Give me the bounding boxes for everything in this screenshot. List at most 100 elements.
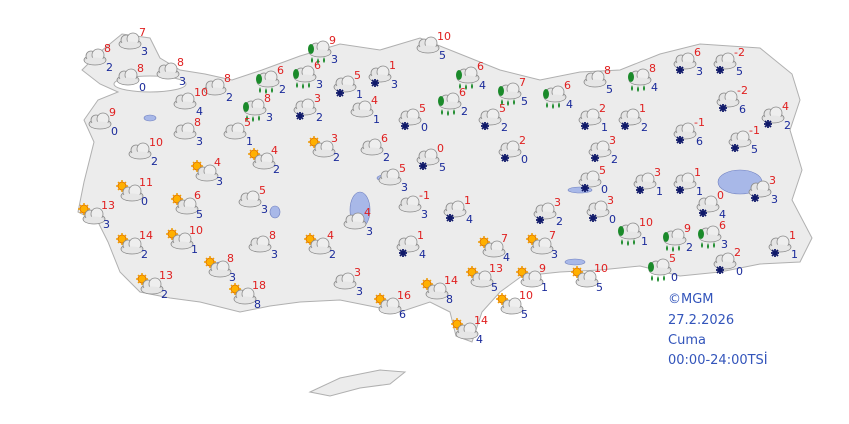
min-temp: 3 <box>421 208 428 221</box>
station: 83 <box>173 116 203 148</box>
max-temp: 5 <box>599 164 606 177</box>
station: 04 <box>697 189 726 221</box>
max-temp: 13 <box>489 262 503 275</box>
min-temp: 2 <box>383 151 390 164</box>
station: 20 <box>499 134 528 166</box>
min-temp: 5 <box>521 95 528 108</box>
station: 104 <box>173 86 208 118</box>
min-temp: 4 <box>719 208 726 221</box>
max-temp: 5 <box>259 184 266 197</box>
max-temp: 0 <box>437 142 444 155</box>
station: 33 <box>333 266 363 298</box>
station: 13 <box>369 59 398 91</box>
max-temp: 6 <box>194 189 201 202</box>
station: -26 <box>717 84 748 116</box>
station: 51 <box>334 69 363 101</box>
max-temp: 6 <box>719 219 726 232</box>
min-temp: 8 <box>254 298 261 311</box>
station: 102 <box>128 136 163 168</box>
min-temp: 5 <box>439 49 446 62</box>
min-temp: 6 <box>739 103 746 116</box>
station: 14 <box>397 229 426 261</box>
min-temp: 5 <box>596 281 603 294</box>
max-temp: 13 <box>101 199 115 212</box>
station: 42 <box>248 144 280 176</box>
min-temp: 2 <box>784 119 791 132</box>
max-temp: 6 <box>277 64 284 77</box>
max-temp: 10 <box>189 224 203 237</box>
min-temp: 1 <box>191 243 198 256</box>
station: 105 <box>496 289 533 321</box>
station: 64 <box>456 60 486 92</box>
min-temp: 2 <box>461 105 468 118</box>
credit: ©MGM <box>668 292 714 307</box>
max-temp: 5 <box>499 102 506 115</box>
max-temp: 3 <box>554 196 561 209</box>
min-temp: 0 <box>521 153 528 166</box>
max-temp: 6 <box>381 132 388 145</box>
station: -25 <box>714 46 745 78</box>
max-temp: 2 <box>599 102 606 115</box>
station: 135 <box>466 262 503 294</box>
min-temp: 0 <box>609 213 616 226</box>
max-temp: 4 <box>327 229 334 242</box>
min-temp: 1 <box>373 113 380 126</box>
station: 64 <box>543 79 573 111</box>
station: 32 <box>308 132 340 164</box>
station: 188 <box>229 279 266 311</box>
min-temp: 4 <box>503 251 510 264</box>
max-temp: 6 <box>564 79 571 92</box>
max-temp: 3 <box>331 132 338 145</box>
min-temp: 1 <box>601 121 608 134</box>
max-temp: 5 <box>399 162 406 175</box>
min-temp: 2 <box>641 121 648 134</box>
station: 31 <box>634 166 663 198</box>
max-temp: 6 <box>477 60 484 73</box>
max-temp: 8 <box>227 252 234 265</box>
min-temp: 0 <box>139 81 146 94</box>
max-temp: 2 <box>734 246 741 259</box>
station: 11 <box>769 229 798 261</box>
max-temp: 13 <box>159 269 173 282</box>
station: 42 <box>762 100 791 132</box>
station: 133 <box>78 199 115 231</box>
max-temp: 8 <box>604 64 611 77</box>
min-temp: 3 <box>771 193 778 206</box>
station: 85 <box>583 64 613 96</box>
max-temp: 6 <box>459 86 466 99</box>
station: 91 <box>516 262 548 294</box>
max-temp: 4 <box>364 206 371 219</box>
max-temp: 14 <box>444 274 458 287</box>
max-temp: 5 <box>419 102 426 115</box>
station: 43 <box>191 156 223 188</box>
station: 50 <box>648 252 678 284</box>
station: 142 <box>116 229 153 261</box>
station: 50 <box>399 102 428 134</box>
max-temp: 3 <box>314 92 321 105</box>
station: 83 <box>204 252 236 284</box>
station: 166 <box>374 289 411 321</box>
station: 63 <box>698 219 728 251</box>
max-temp: 8 <box>177 56 184 69</box>
max-temp: 4 <box>371 94 378 107</box>
station: 84 <box>628 62 658 94</box>
station: 12 <box>619 102 648 134</box>
max-temp: 1 <box>417 229 424 242</box>
date: 27.2.2026 <box>668 313 734 328</box>
station: 32 <box>534 196 563 228</box>
max-temp: 14 <box>139 229 153 242</box>
min-temp: 2 <box>329 248 336 261</box>
max-temp: 3 <box>654 166 661 179</box>
min-temp: 3 <box>366 225 373 238</box>
station: 50 <box>579 164 608 196</box>
min-temp: 3 <box>331 53 338 66</box>
min-temp: 4 <box>196 105 203 118</box>
station: 62 <box>438 86 468 118</box>
max-temp: 10 <box>639 216 653 229</box>
max-temp: 7 <box>519 76 526 89</box>
station: 93 <box>308 34 338 66</box>
min-temp: 2 <box>333 151 340 164</box>
min-temp: 4 <box>476 333 483 346</box>
max-temp: 11 <box>139 176 153 189</box>
min-temp: 0 <box>601 183 608 196</box>
